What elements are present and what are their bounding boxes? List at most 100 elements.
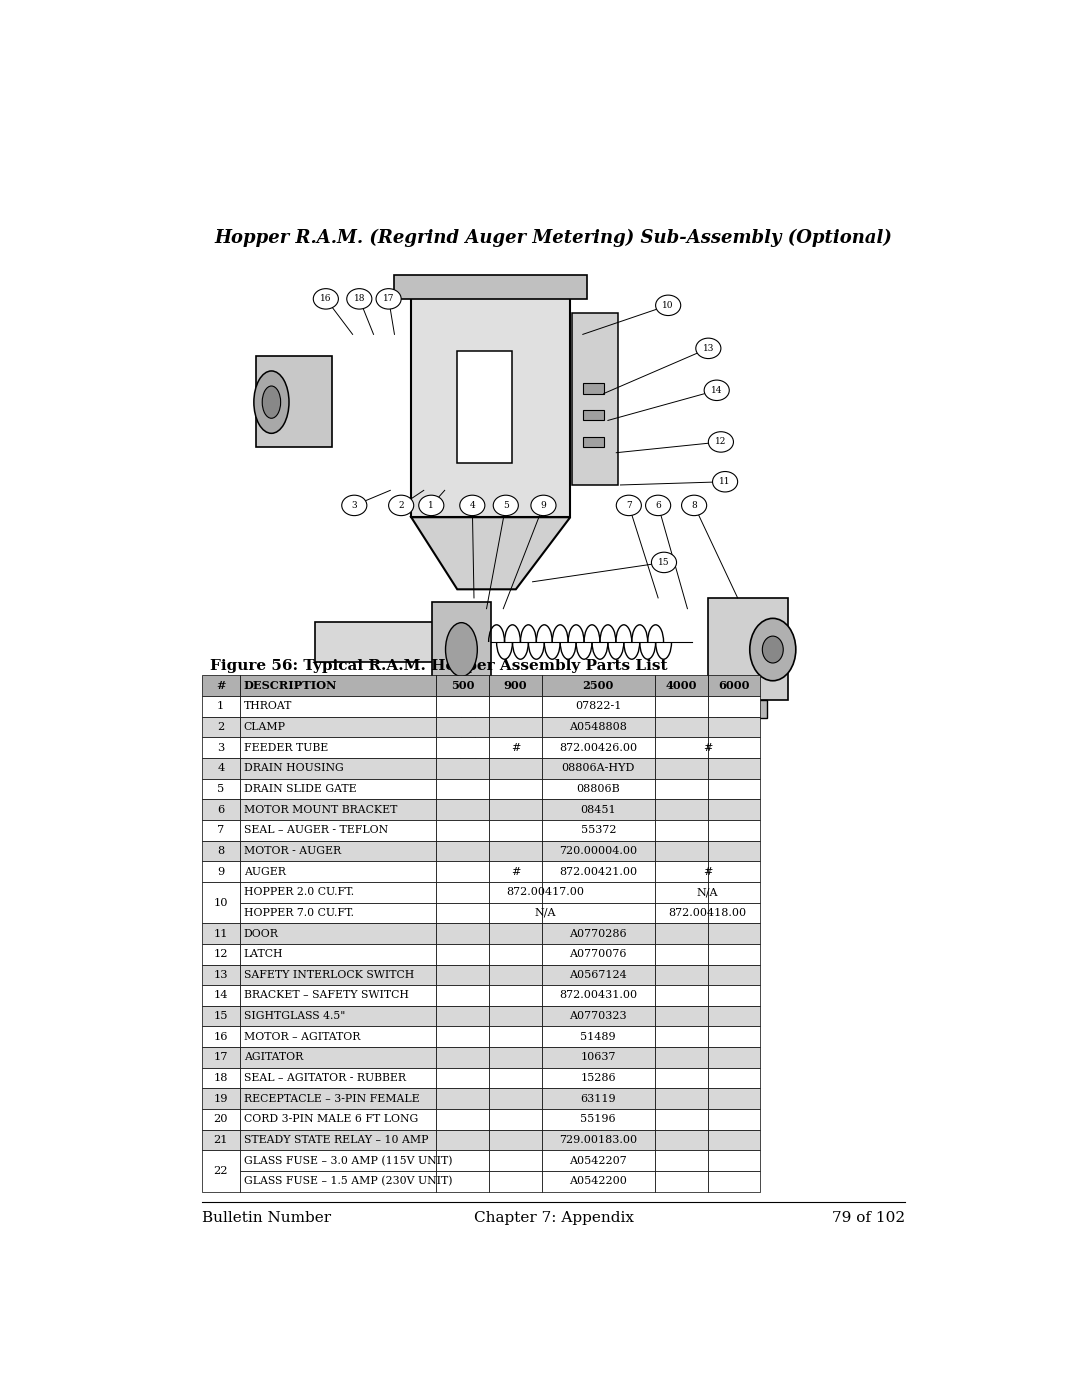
- Bar: [542, 820, 654, 841]
- Bar: [240, 738, 436, 759]
- Bar: [240, 861, 436, 882]
- Text: N/A: N/A: [697, 887, 718, 897]
- Bar: [436, 799, 489, 820]
- Bar: [542, 1006, 654, 1027]
- Text: 900: 900: [503, 680, 527, 692]
- Bar: [240, 820, 436, 841]
- Bar: [240, 1109, 436, 1130]
- Bar: [240, 1088, 436, 1109]
- Bar: [436, 1088, 489, 1109]
- Bar: [707, 1027, 760, 1048]
- FancyBboxPatch shape: [583, 409, 604, 420]
- Bar: [202, 882, 240, 923]
- Text: SEAL – AGITATOR - RUBBER: SEAL – AGITATOR - RUBBER: [244, 1073, 406, 1083]
- Text: Bulletin Number: Bulletin Number: [202, 1211, 332, 1225]
- Polygon shape: [411, 517, 570, 590]
- Text: 07822-1: 07822-1: [575, 701, 621, 711]
- Text: 15: 15: [658, 557, 670, 567]
- Text: 7: 7: [626, 502, 632, 510]
- Ellipse shape: [713, 472, 738, 492]
- Bar: [240, 1171, 436, 1192]
- Text: Chapter 7: Appendix: Chapter 7: Appendix: [473, 1211, 634, 1225]
- Bar: [542, 882, 654, 902]
- Ellipse shape: [389, 495, 414, 515]
- Bar: [654, 1109, 707, 1130]
- Bar: [436, 1171, 489, 1192]
- Text: 4000: 4000: [665, 680, 697, 692]
- Bar: [707, 1130, 760, 1150]
- Bar: [707, 985, 760, 1006]
- Ellipse shape: [460, 495, 485, 515]
- Bar: [654, 696, 707, 717]
- Text: 2500: 2500: [582, 680, 613, 692]
- Text: #: #: [216, 680, 226, 692]
- Ellipse shape: [646, 495, 671, 515]
- Bar: [202, 923, 240, 944]
- Text: 6: 6: [656, 502, 661, 510]
- Bar: [542, 1088, 654, 1109]
- Text: 872.00418.00: 872.00418.00: [669, 908, 746, 918]
- Text: DRAIN HOUSING: DRAIN HOUSING: [244, 763, 343, 774]
- Bar: [202, 696, 240, 717]
- Bar: [240, 717, 436, 738]
- Bar: [489, 738, 542, 759]
- Text: STEADY STATE RELAY – 10 AMP: STEADY STATE RELAY – 10 AMP: [244, 1136, 429, 1146]
- Bar: [436, 882, 489, 902]
- Text: 10: 10: [662, 300, 674, 310]
- Bar: [436, 1150, 489, 1171]
- Text: Figure 56: Typical R.A.M. Hopper Assembly Parts List: Figure 56: Typical R.A.M. Hopper Assembl…: [211, 659, 667, 673]
- Text: 08806B: 08806B: [577, 784, 620, 793]
- Bar: [202, 944, 240, 964]
- Text: 12: 12: [715, 437, 727, 447]
- Bar: [240, 1027, 436, 1048]
- Text: HOPPER 2.0 CU.FT.: HOPPER 2.0 CU.FT.: [244, 887, 354, 897]
- Bar: [436, 778, 489, 799]
- Bar: [489, 923, 542, 944]
- Bar: [542, 861, 654, 882]
- Bar: [707, 778, 760, 799]
- Bar: [654, 1171, 707, 1192]
- Bar: [436, 675, 489, 696]
- Text: 10: 10: [214, 897, 228, 908]
- Text: 872.00417.00: 872.00417.00: [507, 887, 584, 897]
- Bar: [202, 778, 240, 799]
- Text: AUGER: AUGER: [244, 866, 286, 876]
- Text: 872.00431.00: 872.00431.00: [559, 990, 637, 1000]
- Text: 15286: 15286: [580, 1073, 616, 1083]
- Ellipse shape: [531, 495, 556, 515]
- Bar: [202, 1130, 240, 1150]
- Bar: [489, 882, 542, 902]
- FancyBboxPatch shape: [411, 296, 570, 517]
- Bar: [489, 1150, 542, 1171]
- Bar: [654, 717, 707, 738]
- Text: #: #: [703, 743, 712, 753]
- Text: #: #: [511, 866, 521, 876]
- Bar: [654, 1130, 707, 1150]
- Bar: [489, 696, 542, 717]
- Bar: [436, 923, 489, 944]
- Bar: [654, 1150, 707, 1171]
- Bar: [542, 964, 654, 985]
- Bar: [489, 675, 542, 696]
- Bar: [436, 1027, 489, 1048]
- Bar: [542, 1027, 654, 1048]
- Bar: [707, 882, 760, 902]
- Bar: [436, 985, 489, 1006]
- Text: A0567124: A0567124: [569, 970, 627, 979]
- Text: 18: 18: [353, 295, 365, 303]
- Bar: [542, 841, 654, 861]
- Bar: [654, 944, 707, 964]
- Bar: [654, 841, 707, 861]
- Bar: [654, 1048, 707, 1067]
- Bar: [707, 841, 760, 861]
- Text: 51489: 51489: [580, 1032, 616, 1042]
- Bar: [707, 675, 760, 696]
- Text: A0770076: A0770076: [569, 949, 627, 960]
- Bar: [654, 985, 707, 1006]
- Text: 16: 16: [214, 1032, 228, 1042]
- Text: 11: 11: [719, 478, 731, 486]
- Ellipse shape: [656, 295, 680, 316]
- Bar: [240, 778, 436, 799]
- Text: 2: 2: [217, 722, 225, 732]
- Bar: [240, 675, 436, 696]
